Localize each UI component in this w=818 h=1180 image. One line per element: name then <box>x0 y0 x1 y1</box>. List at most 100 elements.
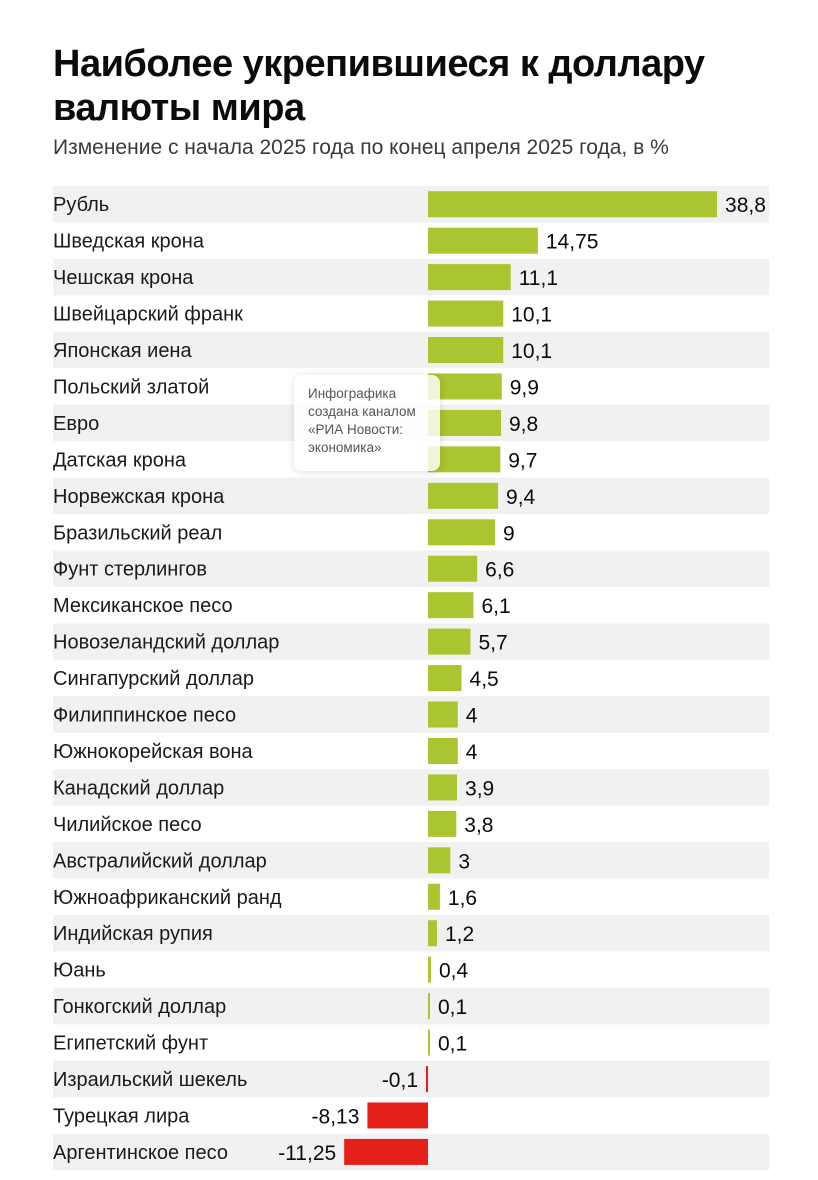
value-label: 4 <box>466 741 478 764</box>
category-label: Египетский фунт <box>53 1033 208 1055</box>
category-label: Шведская крона <box>53 231 205 253</box>
category-label: Гонкогский доллар <box>53 996 226 1018</box>
bar <box>428 920 437 947</box>
value-label: 11,1 <box>519 267 558 290</box>
category-label: Чешская крона <box>53 267 194 289</box>
bar <box>344 1138 428 1165</box>
category-label: Чилийское песо <box>53 814 202 836</box>
row-stripe <box>53 258 769 296</box>
value-label: 0,1 <box>438 1033 467 1056</box>
bar <box>428 628 471 655</box>
watermark-line: создана каналом <box>308 404 416 419</box>
row-stripe <box>53 769 769 806</box>
category-label: Датская крона <box>53 449 187 471</box>
bar <box>367 1102 428 1129</box>
bar <box>428 555 478 582</box>
row-stripe <box>53 623 769 660</box>
bar <box>428 956 431 983</box>
value-label: -11,25 <box>278 1142 336 1165</box>
bar <box>428 191 718 218</box>
bar <box>428 810 457 837</box>
bar <box>428 482 499 509</box>
row-stripe <box>53 915 769 952</box>
row-stripes <box>53 186 769 1171</box>
row-stripe <box>53 842 769 879</box>
bar <box>428 883 440 910</box>
value-label: 4 <box>466 705 478 728</box>
category-label: Рубль <box>53 194 109 216</box>
watermark-line: экономика» <box>308 440 382 455</box>
value-label: 6,6 <box>485 559 514 582</box>
category-label: Аргентинское песо <box>53 1142 228 1164</box>
bar <box>428 847 451 874</box>
category-label: Бразильский реал <box>53 522 222 544</box>
row-stripe <box>53 987 769 1025</box>
value-label: 9,7 <box>508 449 537 472</box>
category-label: Швейцарский франк <box>53 304 243 326</box>
channel-watermark: Инфографика создана каналом «РИА Новости… <box>294 375 440 471</box>
value-label: 10,1 <box>511 340 552 363</box>
value-label: 1,6 <box>448 887 477 910</box>
watermark-line: Инфографика <box>308 386 397 401</box>
bar <box>428 264 511 291</box>
bars-group <box>344 191 718 1165</box>
value-label: 10,1 <box>511 304 552 327</box>
row-stripe <box>53 331 769 369</box>
bar <box>428 592 474 619</box>
chart-title: Наиболее укрепившиеся к доллару валюты м… <box>53 43 705 129</box>
value-label: 14,75 <box>546 231 599 254</box>
value-label: 3 <box>458 850 470 873</box>
category-label: Фунт стерлингов <box>53 559 207 581</box>
category-label: Польский златой <box>53 376 209 398</box>
value-label: 9,8 <box>509 413 538 436</box>
value-label: 3,8 <box>464 814 493 837</box>
bar <box>428 409 502 436</box>
category-label: Евро <box>53 413 99 435</box>
category-label: Канадский доллар <box>53 777 224 799</box>
bar <box>426 1066 428 1093</box>
watermark-line: «РИА Новости: <box>308 422 403 437</box>
bar <box>428 227 538 254</box>
value-label: 0,4 <box>439 960 469 983</box>
category-label: Индийская рупия <box>53 923 213 945</box>
value-label: 0,1 <box>438 996 467 1019</box>
value-label: 5,7 <box>478 632 507 655</box>
bar <box>428 1029 430 1056</box>
value-label: 3,9 <box>465 777 494 800</box>
bar <box>428 665 462 692</box>
category-label: Юань <box>53 960 106 982</box>
value-label: 1,2 <box>445 923 474 946</box>
value-label: -8,13 <box>312 1105 360 1128</box>
value-labels-group: 38,8 14,75 11,1 10,1 10,1 9,9 9,8 9,7 9,4 9 6,6 6,1… <box>278 194 766 1165</box>
value-label: 6,1 <box>481 595 510 618</box>
category-label: Новозеландский доллар <box>53 632 279 654</box>
category-label: Израильский шекель <box>53 1069 247 1091</box>
bar <box>428 993 430 1020</box>
category-label: Южноафриканский ранд <box>53 887 282 909</box>
category-label: Южнокорейская вона <box>53 741 254 763</box>
bar <box>428 446 501 473</box>
category-label: Сингапурский доллар <box>53 668 254 690</box>
category-label: Норвежская крона <box>53 486 225 508</box>
chart-subtitle: Изменение с начала 2025 года по конец ап… <box>53 136 669 159</box>
value-label: 38,8 <box>725 194 766 217</box>
row-stripe <box>53 696 769 733</box>
value-label: 9 <box>503 522 515 545</box>
category-label: Филиппинское песо <box>53 705 236 727</box>
bar <box>428 519 496 546</box>
value-label: 4,5 <box>470 668 499 691</box>
bar <box>428 737 458 764</box>
category-labels-group: Рубль Шведская крона Чешская крона Швейцарс… <box>53 194 282 1164</box>
category-label: Турецкая лира <box>53 1105 190 1127</box>
row-stripe <box>53 550 769 587</box>
bar <box>428 300 504 327</box>
bar <box>428 774 458 801</box>
bar <box>428 701 458 728</box>
value-label: -0,1 <box>382 1069 418 1092</box>
value-label: 9,4 <box>506 486 536 509</box>
category-label: Мексиканское песо <box>53 595 233 617</box>
category-label: Японская иена <box>53 340 192 362</box>
row-stripe <box>53 477 769 515</box>
value-label: 9,9 <box>510 376 539 399</box>
